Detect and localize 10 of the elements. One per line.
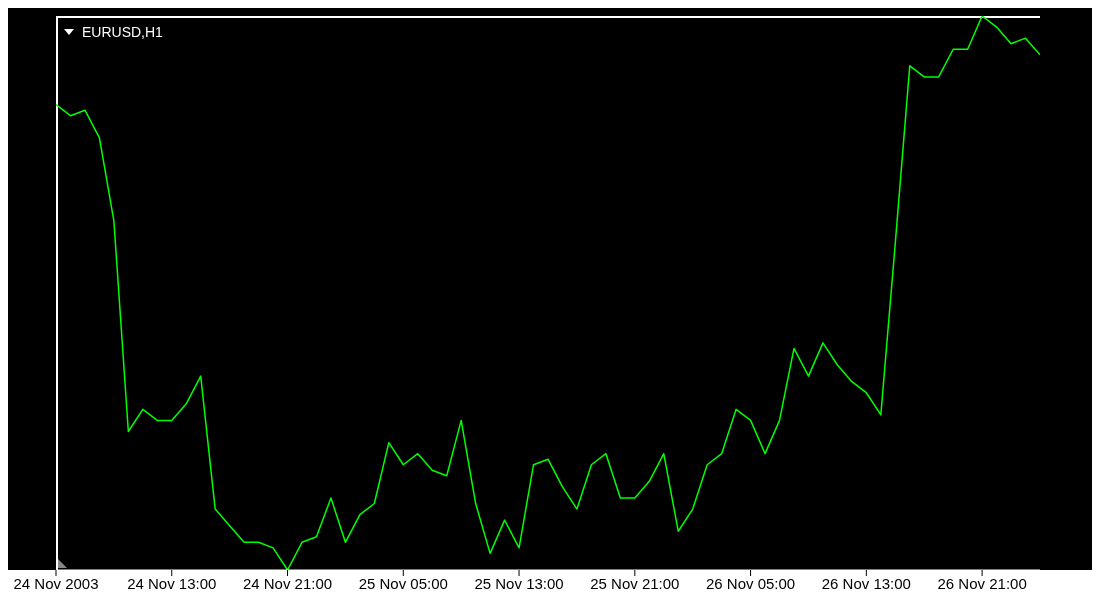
x-tick-label: 25 Nov 13:00: [474, 574, 564, 592]
x-tick-label: 24 Nov 2003: [13, 574, 99, 592]
x-tick-label: 26 Nov 21:00: [937, 574, 1027, 592]
x-tick-label: 24 Nov 13:00: [127, 574, 217, 592]
x-tick-label: 25 Nov 05:00: [358, 574, 448, 592]
x-tick-label: 24 Nov 21:00: [242, 574, 333, 592]
x-tick-label: 25 Nov 21:00: [590, 574, 680, 592]
x-tick-label: 26 Nov 05:00: [705, 574, 796, 592]
text: EURUSD,H1: [82, 24, 163, 40]
x-tick-label: 26 Nov 13:00: [821, 574, 911, 592]
